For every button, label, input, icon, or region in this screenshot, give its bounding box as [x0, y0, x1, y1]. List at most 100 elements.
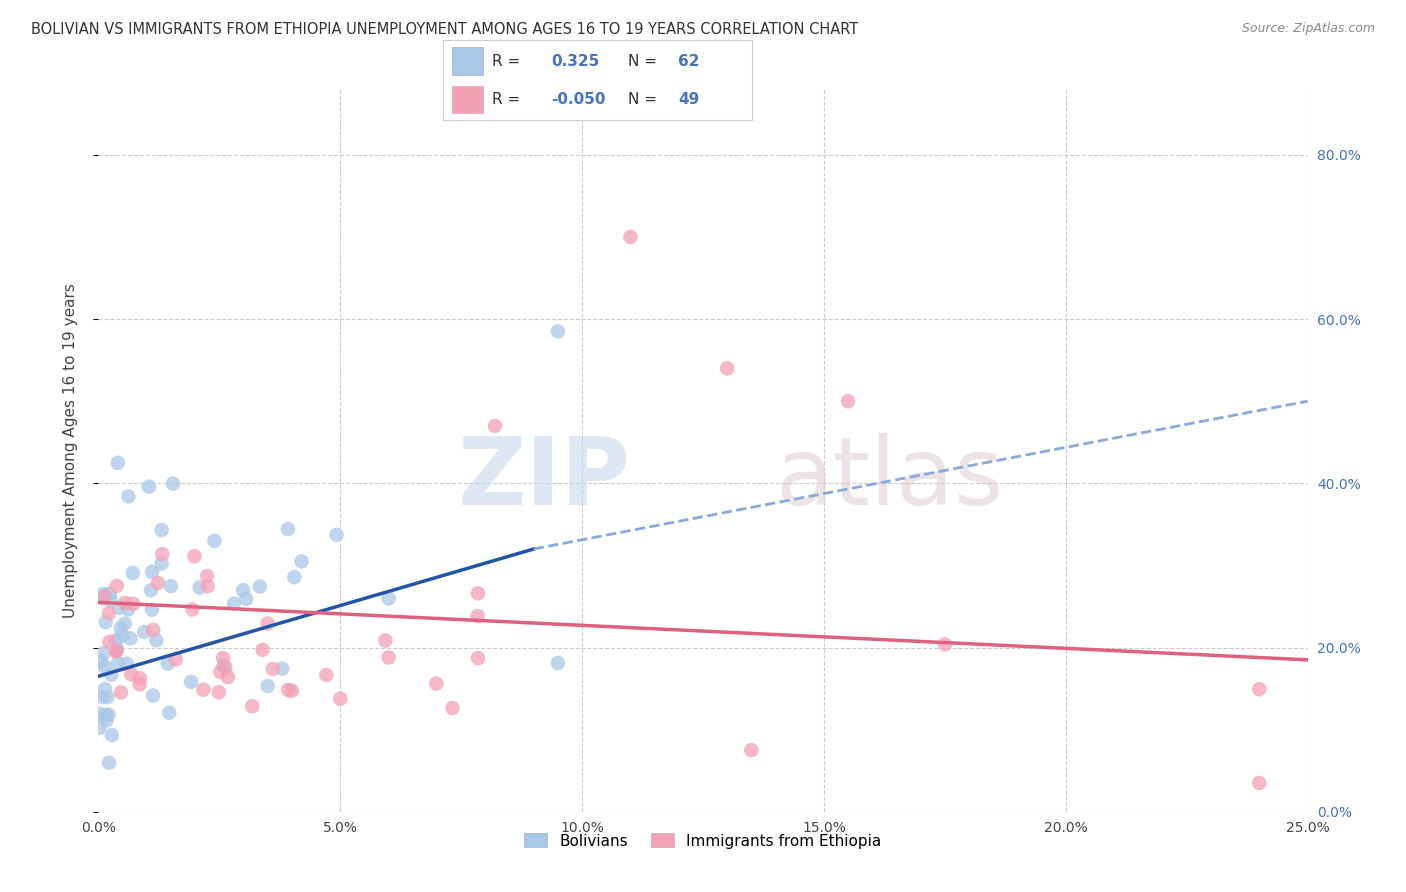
Point [129, 671, 152, 685]
Point [315, 668, 337, 682]
Point [262, 662, 284, 676]
Point [1249, 682, 1271, 697]
Point [101, 728, 124, 742]
Point [90, 655, 112, 669]
Point [120, 667, 142, 681]
Point [122, 566, 145, 580]
Point [91, 587, 114, 601]
Point [128, 677, 150, 691]
Point [107, 656, 129, 670]
Point [94, 708, 117, 723]
Point [441, 701, 464, 715]
Point [97, 607, 120, 621]
Point [208, 685, 231, 699]
Point [249, 579, 271, 593]
Point [117, 489, 139, 503]
Point [193, 682, 215, 697]
Point [467, 586, 489, 600]
Text: Source: ZipAtlas.com: Source: ZipAtlas.com [1241, 22, 1375, 36]
Point [329, 691, 352, 706]
Point [142, 689, 165, 703]
Point [467, 609, 489, 624]
Point [240, 699, 263, 714]
Point [484, 418, 506, 433]
Point [94, 659, 117, 673]
Text: ZIP: ZIP [457, 434, 630, 525]
Point [108, 600, 131, 615]
Point [281, 684, 304, 698]
Point [162, 476, 184, 491]
Text: BOLIVIAN VS IMMIGRANTS FROM ETHIOPIA UNEMPLOYMENT AMONG AGES 16 TO 19 YEARS CORR: BOLIVIAN VS IMMIGRANTS FROM ETHIOPIA UNE… [31, 22, 858, 37]
Point [91, 690, 114, 704]
Text: 0.325: 0.325 [551, 54, 599, 69]
Point [93, 589, 115, 603]
Point [150, 523, 173, 537]
Point [256, 616, 278, 631]
Point [547, 325, 569, 339]
Point [1249, 776, 1271, 790]
Text: N =: N = [628, 92, 658, 107]
Point [114, 596, 136, 610]
Point [183, 549, 205, 564]
Point [377, 591, 399, 606]
Point [98, 635, 121, 649]
Point [425, 676, 447, 690]
Point [619, 230, 641, 244]
Point [214, 660, 236, 674]
Point [100, 593, 122, 607]
Point [93, 591, 115, 606]
Point [98, 756, 121, 770]
Point [105, 579, 128, 593]
Point [97, 707, 120, 722]
Point [94, 681, 117, 696]
Point [150, 547, 173, 561]
Point [217, 670, 239, 684]
Text: N =: N = [628, 54, 658, 69]
Point [256, 679, 278, 693]
Point [141, 602, 163, 616]
Point [114, 616, 136, 631]
Point [212, 658, 235, 673]
Point [188, 581, 211, 595]
Point [110, 685, 132, 699]
Point [94, 615, 117, 629]
Point [139, 583, 162, 598]
Point [160, 579, 183, 593]
Point [181, 602, 204, 616]
Point [93, 646, 115, 660]
Point [105, 644, 128, 658]
Point [141, 565, 163, 579]
Point [145, 633, 167, 648]
Point [740, 743, 762, 757]
Point [110, 622, 132, 636]
Text: R =: R = [492, 54, 520, 69]
Point [202, 533, 225, 548]
Point [283, 570, 305, 584]
Point [235, 591, 257, 606]
Point [325, 528, 347, 542]
Point [105, 641, 128, 656]
Text: 62: 62 [678, 54, 699, 69]
Point [150, 557, 173, 571]
Point [111, 628, 134, 642]
Point [547, 656, 569, 670]
Point [105, 644, 128, 658]
Point [232, 583, 254, 598]
Point [89, 706, 111, 721]
Point [374, 633, 396, 648]
Point [117, 602, 139, 616]
Bar [453, 86, 484, 113]
Point [209, 665, 232, 679]
Point [122, 597, 145, 611]
Point [195, 569, 218, 583]
Point [277, 683, 299, 698]
Point [157, 706, 180, 720]
Point [837, 394, 859, 409]
Point [146, 576, 169, 591]
Point [98, 586, 121, 600]
Point [271, 662, 294, 676]
Legend: Bolivians, Immigrants from Ethiopia: Bolivians, Immigrants from Ethiopia [519, 828, 887, 855]
Point [96, 714, 118, 728]
Point [120, 632, 142, 646]
Point [716, 361, 738, 376]
